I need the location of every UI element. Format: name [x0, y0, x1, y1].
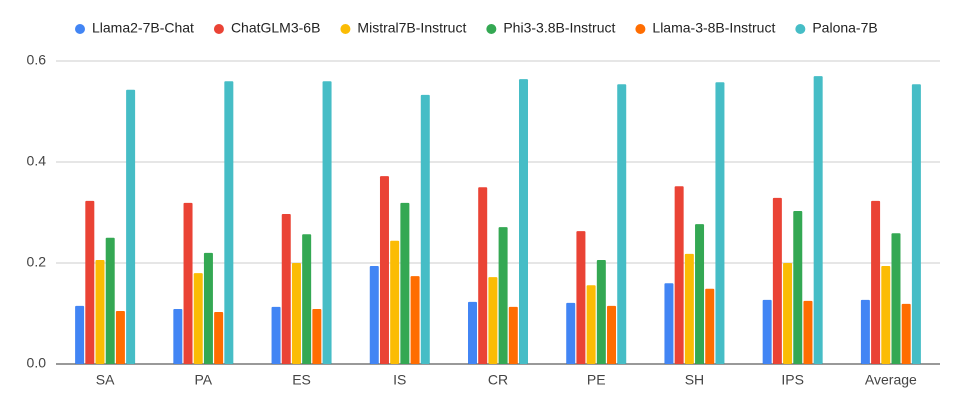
bar: [586, 285, 596, 364]
bar: [203, 252, 213, 364]
bar: [410, 276, 420, 364]
bar: [173, 308, 183, 364]
y-tick-label: 0.6: [27, 52, 47, 68]
bar: [519, 79, 528, 365]
bar: [891, 233, 901, 364]
bar: [508, 306, 518, 364]
x-tick-label: CR: [488, 372, 508, 388]
bar: [271, 306, 281, 364]
bar: [105, 237, 115, 364]
bar: [695, 224, 705, 364]
legend-swatch: [213, 24, 224, 34]
bar: [420, 94, 430, 365]
legend-swatch: [75, 24, 85, 34]
bar: [400, 202, 410, 364]
x-tick-label: SH: [685, 372, 704, 388]
bar: [576, 231, 586, 364]
bar: [674, 186, 684, 364]
bar: [281, 214, 291, 364]
bar: [95, 259, 105, 364]
bar: [617, 84, 627, 364]
bar: [379, 176, 389, 364]
legend-swatch: [340, 24, 351, 34]
bar: [488, 277, 498, 364]
x-tick-label: ES: [292, 372, 311, 388]
bar: [860, 299, 870, 364]
x-tick-label: Average: [865, 372, 917, 388]
bar: [224, 81, 234, 364]
legend-swatch: [486, 24, 497, 34]
bar: [911, 84, 921, 364]
bar: [291, 263, 301, 364]
legend-label: Llama2-7B-Chat: [92, 20, 194, 36]
x-tick-label: IPS: [781, 372, 804, 388]
bar: [369, 266, 379, 364]
bar: [468, 301, 477, 364]
bar: [871, 200, 881, 364]
y-tick-label: 0.0: [27, 355, 47, 371]
bar: [183, 202, 193, 364]
bar: [684, 253, 694, 364]
bar: [302, 234, 312, 364]
x-tick-label: PA: [195, 372, 213, 388]
bar: [793, 210, 803, 364]
bar: [85, 200, 95, 364]
y-tick-label: 0.2: [27, 254, 47, 270]
bar: [901, 303, 911, 364]
x-tick-label: SA: [96, 372, 115, 388]
bar: [478, 187, 488, 364]
x-tick-label: PE: [587, 372, 606, 388]
legend-label: Mistral7B-Instruct: [357, 20, 466, 36]
bar: [607, 305, 617, 364]
legend: Llama2-7B-Chat ChatGLM3-6B Mistral7B-Instr…: [75, 20, 878, 36]
bar: [813, 76, 823, 365]
bar: [115, 310, 125, 364]
bar: [783, 263, 793, 364]
legend-label: ChatGLM3-6B: [231, 20, 320, 36]
bar: [705, 288, 715, 364]
legend-swatch: [795, 24, 806, 34]
bar: [498, 227, 508, 364]
legend-label: Palona-7B: [812, 20, 877, 36]
bar: [126, 89, 136, 364]
bar: [566, 302, 576, 364]
bar: [762, 299, 772, 364]
bar: [390, 240, 400, 364]
bar: [772, 197, 782, 364]
bar: [214, 311, 224, 364]
bar: [881, 266, 891, 364]
bar: [596, 259, 606, 364]
legend-label: Phi3-3.8B-Instruct: [503, 20, 615, 36]
bar: [322, 81, 332, 364]
legend-swatch: [635, 24, 646, 34]
bar: [312, 308, 322, 364]
legend-label: Llama-3-8B-Instruct: [652, 20, 775, 36]
bar: [803, 300, 813, 364]
y-tick-label: 0.4: [27, 153, 47, 169]
bar: [193, 273, 203, 364]
bar: [664, 283, 674, 364]
bar: [75, 305, 85, 364]
bar: [715, 82, 725, 365]
x-tick-label: IS: [393, 372, 406, 388]
